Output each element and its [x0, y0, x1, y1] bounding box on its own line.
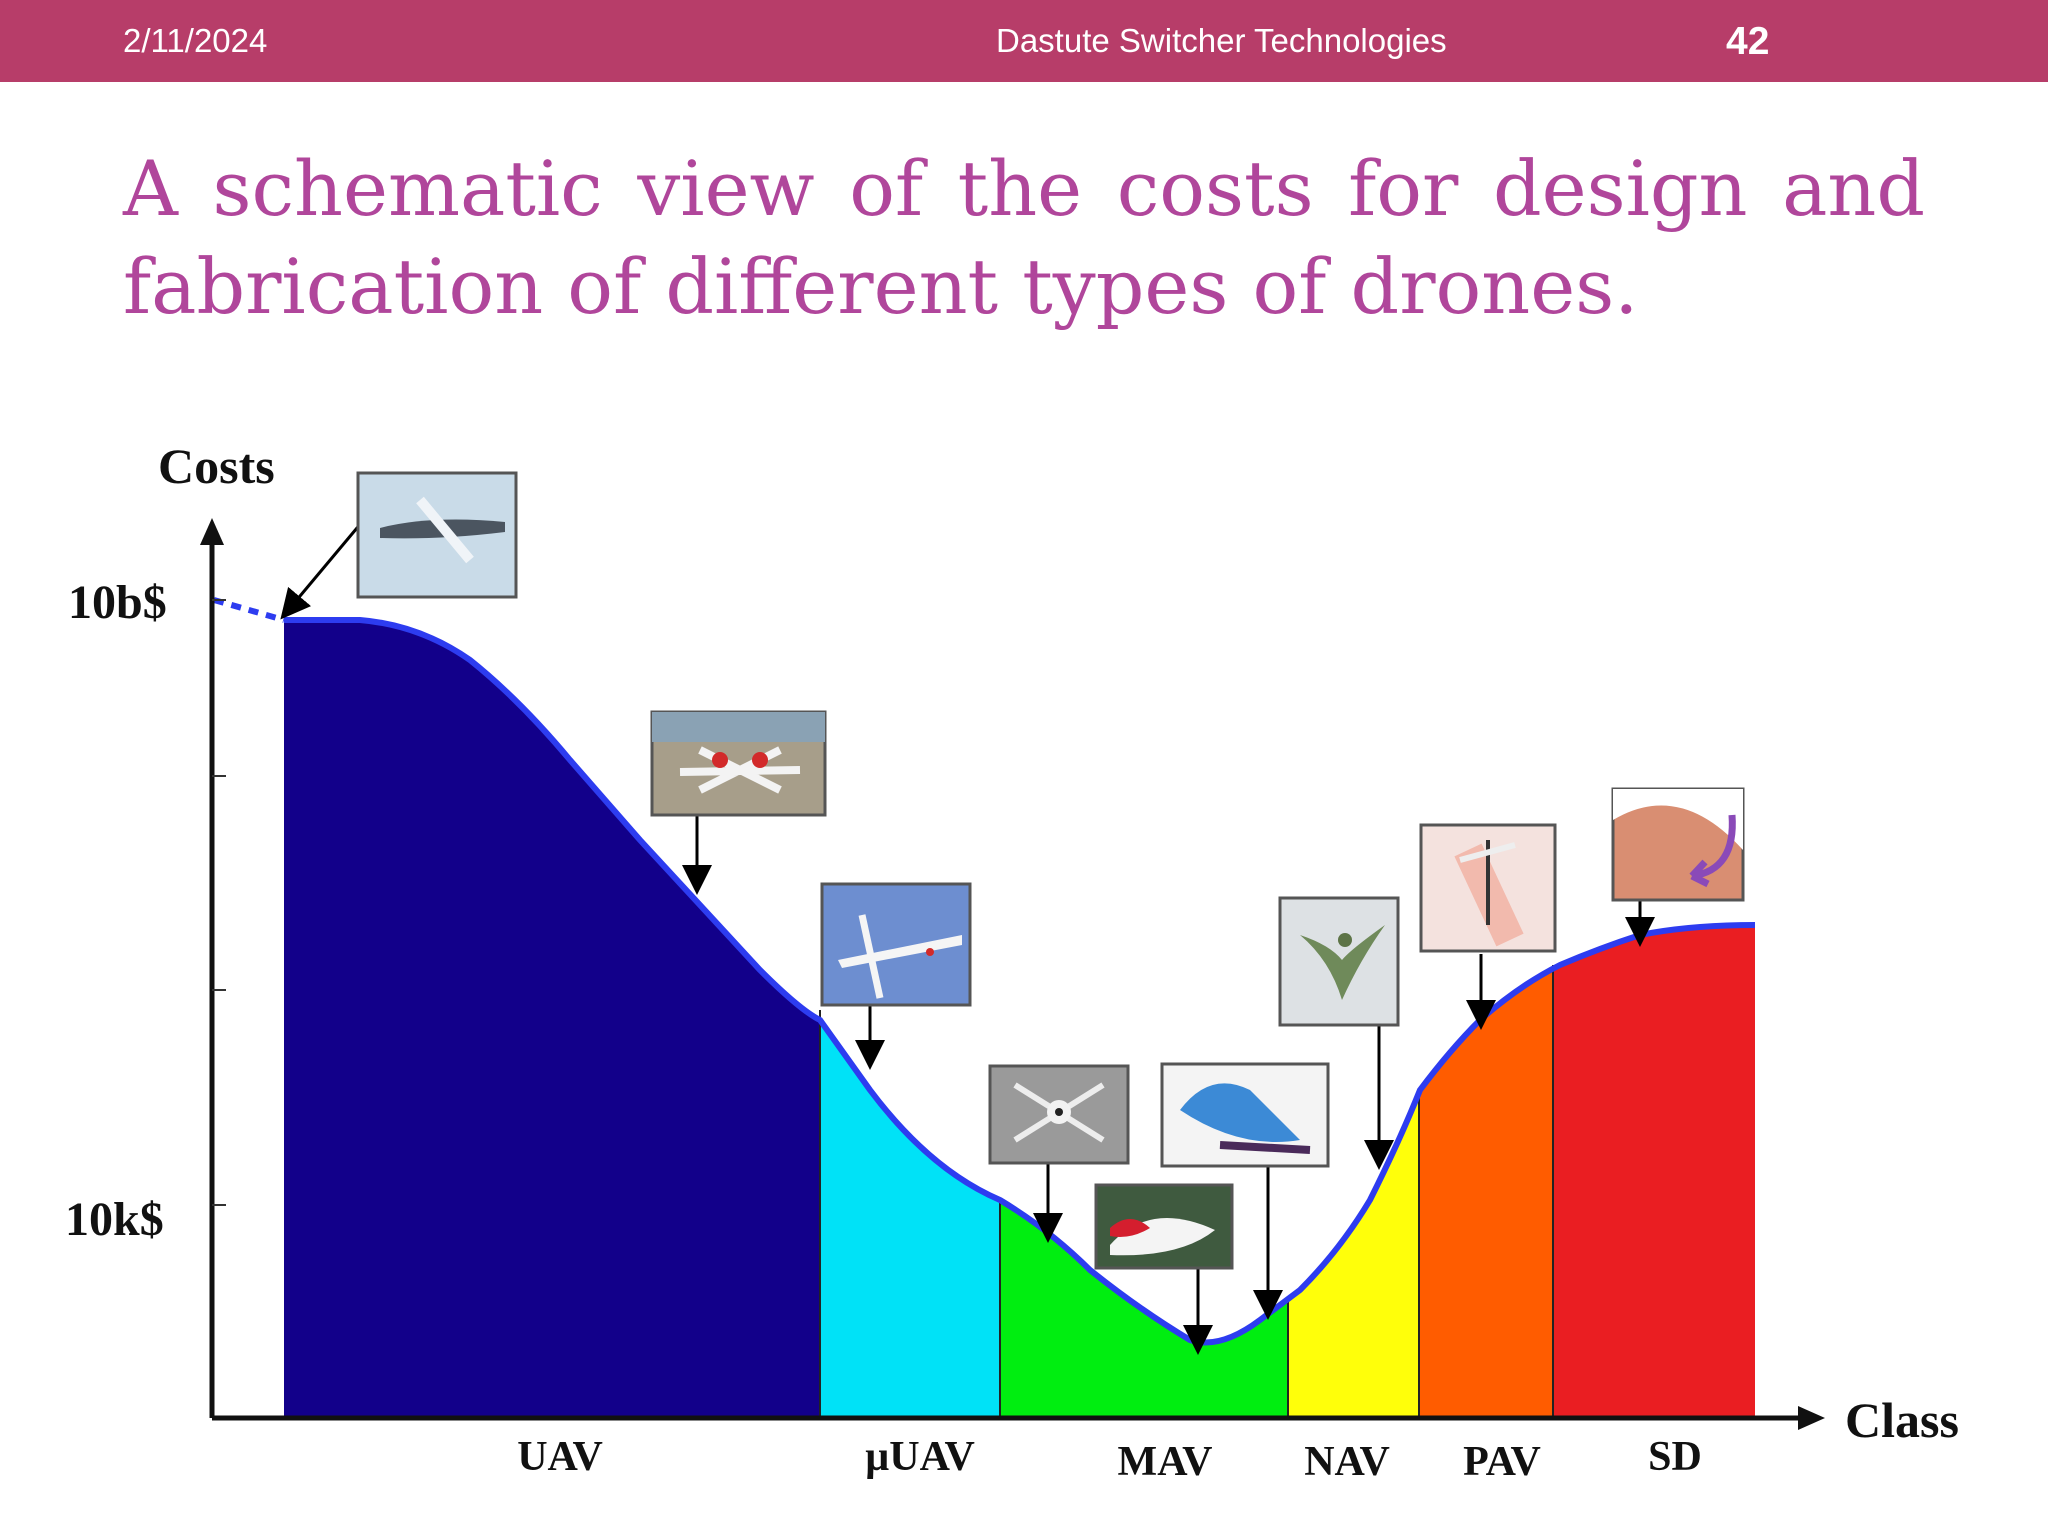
photo-hummingbird-nav — [1278, 896, 1400, 1027]
category-label-nav: NAV — [1304, 1439, 1390, 1485]
region-micro-uav — [820, 620, 1000, 1418]
photo-global-hawk — [356, 471, 518, 599]
x-axis-label: Class — [1845, 1392, 1959, 1448]
photo-flapping-mav — [1160, 1062, 1330, 1168]
category-label-sd: SD — [1648, 1434, 1702, 1480]
photo-smart-dust — [1611, 787, 1745, 902]
region-pav — [1419, 620, 1553, 1418]
photo-glider-uav — [820, 882, 972, 1007]
photo-quadcopter — [988, 1064, 1130, 1165]
pointer-uav — [280, 521, 364, 620]
photo-robobee-pav — [1419, 823, 1557, 953]
region-sd — [1553, 620, 1755, 1418]
cost-curve-dashed-start — [213, 597, 285, 623]
photo-robo-bird — [1094, 1183, 1234, 1270]
drone-cost-diagram: Costs Class 10b$ 10k$ UAV µUAV MAV NAV P… — [65, 438, 1959, 1485]
category-label-micro-uav: µUAV — [865, 1434, 975, 1480]
cost-curve — [284, 617, 1756, 1346]
photo-quad-tiltrotor — [650, 710, 827, 817]
x-axis-arrow — [1798, 1406, 1825, 1430]
slide-date: 2/11/2024 — [123, 22, 268, 59]
slide-page-number: 42 — [1726, 20, 1770, 63]
y-tick-label-10k: 10k$ — [65, 1193, 164, 1246]
category-label-pav: PAV — [1463, 1439, 1541, 1485]
category-label-mav: MAV — [1118, 1439, 1213, 1485]
y-axis-label: Costs — [158, 438, 275, 494]
slide-title: A schematic view of the costs for design… — [123, 144, 1925, 331]
category-label-uav: UAV — [517, 1434, 603, 1480]
slide-header-bar: 2/11/2024 Dastute Switcher Technologies … — [0, 0, 2048, 82]
region-mav — [1000, 620, 1288, 1418]
y-tick-label-10b: 10b$ — [68, 576, 167, 629]
y-axis-arrow — [200, 518, 224, 545]
company-name: Dastute Switcher Technologies — [996, 22, 1447, 59]
